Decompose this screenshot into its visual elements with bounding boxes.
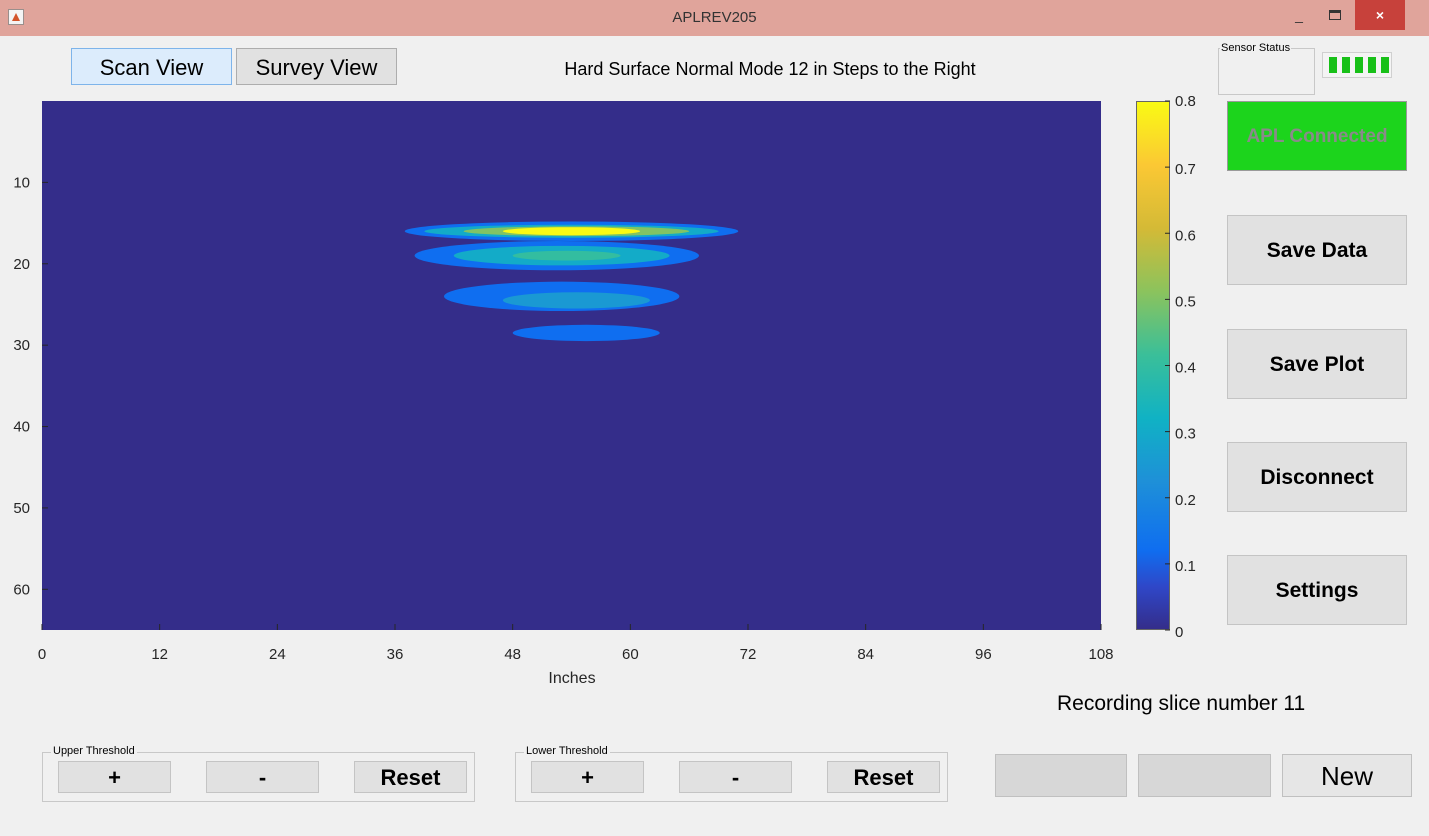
y-tick-label: 20 [13, 256, 30, 273]
colorbar-tick-label: 0.5 [1175, 293, 1196, 310]
matlab-icon [8, 9, 24, 25]
scan-heatmap[interactable] [42, 101, 1101, 630]
y-tick-label: 40 [13, 419, 30, 436]
sensor-status-box [1218, 48, 1315, 95]
x-tick-label: 60 [622, 646, 639, 663]
save-data-button[interactable]: Save Data [1227, 215, 1407, 285]
signal-bar [1342, 57, 1350, 73]
tab-scan-view[interactable]: Scan View [71, 48, 232, 85]
x-tick-label: 48 [504, 646, 521, 663]
upper-threshold-reset-button[interactable]: Reset [354, 761, 467, 793]
upper-threshold-title: Upper Threshold [51, 745, 137, 757]
x-tick-label: 36 [387, 646, 404, 663]
x-tick-label: 96 [975, 646, 992, 663]
lower-threshold-minus-button[interactable]: - [679, 761, 792, 793]
restore-icon [1329, 10, 1341, 20]
minimize-button[interactable]: _ [1295, 7, 1303, 23]
lower-threshold-reset-button[interactable]: Reset [827, 761, 940, 793]
y-tick-label: 10 [13, 174, 30, 191]
x-tick-label: 24 [269, 646, 286, 663]
x-tick-label: 84 [857, 646, 874, 663]
x-tick-label: 72 [740, 646, 757, 663]
blank-button-1[interactable] [995, 754, 1127, 797]
signal-strength-indicator [1322, 52, 1392, 78]
upper-threshold-panel: Upper Threshold + - Reset [42, 745, 475, 802]
blank-button-2[interactable] [1138, 754, 1271, 797]
lower-threshold-title: Lower Threshold [524, 745, 610, 757]
y-tick-label: 60 [13, 581, 30, 598]
colorbar-tick-label: 0.1 [1175, 558, 1196, 575]
y-tick-label: 50 [13, 500, 30, 517]
colorbar-tick-label: 0.4 [1175, 360, 1196, 377]
x-axis-label: Inches [548, 670, 596, 687]
colorbar-tick-label: 0.7 [1175, 161, 1196, 178]
disconnect-button[interactable]: Disconnect [1227, 442, 1407, 512]
connection-status-indicator: APL Connected [1227, 101, 1407, 171]
close-button[interactable]: × [1355, 0, 1405, 30]
signal-bar [1355, 57, 1363, 73]
colorbar-tick-label: 0.2 [1175, 492, 1196, 509]
restore-button[interactable] [1322, 0, 1348, 30]
window-title: APLREV205 [672, 9, 757, 26]
lower-threshold-panel: Lower Threshold + - Reset [515, 745, 948, 802]
y-tick-label: 30 [13, 337, 30, 354]
signal-bar [1368, 57, 1376, 73]
x-tick-label: 0 [38, 646, 46, 663]
tab-survey-view[interactable]: Survey View [236, 48, 397, 85]
sensor-status-label: Sensor Status [1220, 42, 1292, 54]
title-bar: APLREV205 _ × [0, 0, 1429, 36]
x-tick-label: 12 [151, 646, 168, 663]
upper-threshold-plus-button[interactable]: + [58, 761, 171, 793]
recording-status-text: Recording slice number 11 [1057, 692, 1306, 715]
signal-bar [1381, 57, 1389, 73]
upper-threshold-minus-button[interactable]: - [206, 761, 319, 793]
save-plot-button[interactable]: Save Plot [1227, 329, 1407, 399]
settings-button[interactable]: Settings [1227, 555, 1407, 625]
plot-title: Hard Surface Normal Mode 12 in Steps to … [564, 59, 976, 79]
colorbar-tick-label: 0.6 [1175, 227, 1196, 244]
colorbar-tick-label: 0.3 [1175, 426, 1196, 443]
colorbar [1136, 101, 1170, 630]
colorbar-tick-label: 0.8 [1175, 93, 1196, 110]
new-button[interactable]: New [1282, 754, 1412, 797]
lower-threshold-plus-button[interactable]: + [531, 761, 644, 793]
colorbar-tick-label: 0 [1175, 624, 1183, 641]
x-tick-label: 108 [1088, 646, 1113, 663]
signal-bar [1329, 57, 1337, 73]
